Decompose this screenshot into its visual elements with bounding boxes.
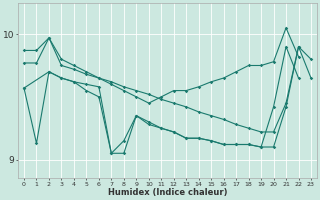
X-axis label: Humidex (Indice chaleur): Humidex (Indice chaleur): [108, 188, 227, 197]
